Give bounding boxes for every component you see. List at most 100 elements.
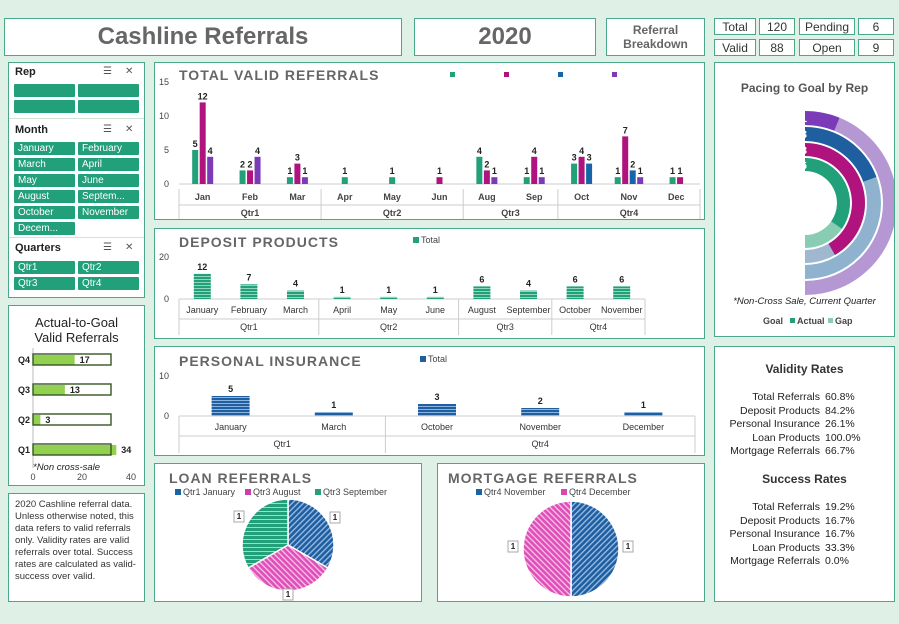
bar	[483, 170, 490, 184]
category-label: Q1	[18, 445, 30, 455]
x-tick-label: May	[380, 305, 398, 315]
info-note: 2020 Cashline referral data. Unless othe…	[8, 493, 145, 602]
data-label: 4	[208, 146, 213, 156]
ring-segment	[805, 111, 840, 131]
multi-select-icon[interactable]: ☰	[103, 66, 112, 77]
bar	[380, 296, 398, 299]
month-item-november[interactable]: November	[78, 206, 139, 219]
success-rate-row: Total Referrals 19.2%	[715, 501, 894, 514]
ring-label: 8	[801, 145, 807, 157]
bar	[207, 156, 214, 184]
personal-insurance-panel: PERSONAL INSURANCE 0 10 Total 5 January 1 Marc…	[154, 346, 705, 456]
legend-label: Total	[428, 354, 447, 364]
pie-slice	[287, 498, 335, 570]
deposit-title: DEPOSIT PRODUCTS	[179, 234, 339, 250]
data-label: 1	[390, 166, 395, 176]
validity-rate-value: 60.8%	[825, 391, 855, 403]
open-value: 9	[858, 39, 894, 56]
data-label: 6	[573, 274, 578, 284]
x-tick-label: Dec	[668, 192, 685, 202]
data-label: 2	[538, 396, 543, 406]
x-tick-label: 0	[30, 472, 35, 482]
goal-outline	[32, 443, 112, 456]
month-item-september[interactable]: Septem...	[78, 190, 139, 203]
legend-marker	[476, 489, 482, 495]
x-tick-label: May	[383, 192, 401, 202]
data-label: 6	[479, 274, 484, 284]
multi-select-icon[interactable]: ☰	[103, 124, 112, 135]
ring-label: 1	[801, 113, 807, 125]
month-item-august[interactable]: August	[14, 190, 75, 203]
legend-label: Qtr1 January	[183, 487, 236, 497]
clear-filter-icon[interactable]: ✕	[125, 242, 134, 253]
bar	[624, 412, 663, 416]
quarter-item-qtr2[interactable]: Qtr2	[78, 261, 139, 274]
month-item-february[interactable]: February	[78, 142, 139, 155]
month-item-may[interactable]: May	[14, 174, 75, 187]
mortgage-chart: 1 1 Qtr4 November Qtr4 December	[476, 487, 634, 598]
validity-rate-label: Mortgage Referrals	[730, 445, 820, 458]
clear-filter-icon[interactable]: ✕	[125, 124, 134, 135]
data-label: 17	[80, 355, 90, 365]
slice-label-box	[329, 511, 341, 524]
goal-outline	[32, 353, 112, 366]
y-tick-label: 0	[164, 411, 169, 421]
data-label: 1	[678, 166, 683, 176]
insurance-title: PERSONAL INSURANCE	[179, 353, 362, 369]
ring-segment	[805, 127, 877, 182]
quarter-label: Qtr1	[273, 439, 291, 449]
quarter-item-qtr4[interactable]: Qtr4	[78, 277, 139, 290]
success-rate-label: Mortgage Referrals	[730, 555, 820, 568]
rep-item[interactable]	[14, 100, 75, 113]
quarter-item-qtr3[interactable]: Qtr3	[14, 277, 75, 290]
month-item-april[interactable]: April	[78, 158, 139, 171]
data-label: 12	[198, 91, 208, 101]
bar	[629, 170, 636, 184]
legend-marker	[420, 356, 426, 362]
bar	[520, 290, 537, 299]
slice-label: 1	[286, 590, 291, 599]
data-label: 1	[342, 166, 347, 176]
validity-rate-value: 26.1%	[825, 418, 855, 431]
category-label: Q4	[18, 355, 30, 365]
data-label: 1	[638, 166, 643, 176]
actual-bar	[33, 355, 75, 365]
x-tick-label: 20	[77, 472, 87, 482]
bar	[199, 102, 206, 184]
success-rate-value: 19.2%	[825, 501, 855, 513]
month-item-january[interactable]: January	[14, 142, 75, 155]
month-item-june[interactable]: June	[78, 174, 139, 187]
x-tick-label: February	[231, 305, 268, 315]
quarter-item-qtr1[interactable]: Qtr1	[14, 261, 75, 274]
legend-label: Goal	[763, 316, 783, 326]
legend-marker	[315, 489, 321, 495]
validity-rate-label: Deposit Products	[740, 404, 820, 417]
validity-rate-value: 84.2%	[825, 404, 855, 417]
insurance-chart: 0 10 Total 5 January 1 March 3 October 2 November 1…	[159, 354, 696, 453]
bar	[341, 177, 348, 184]
quarter-label: Qtr4	[590, 322, 608, 332]
rep-item[interactable]	[14, 84, 75, 97]
success-rate-row: Mortgage Referrals 0.0%	[715, 555, 894, 568]
data-label: 3	[295, 153, 300, 163]
ring-segment	[805, 143, 865, 255]
clear-filter-icon[interactable]: ✕	[125, 66, 134, 77]
bar	[211, 396, 250, 416]
legend-marker	[828, 318, 833, 323]
month-item-march[interactable]: March	[14, 158, 75, 171]
validity-rate-row: Personal Insurance 26.1%	[715, 418, 894, 431]
rep-slicer-title: Rep	[15, 66, 36, 78]
bar	[476, 156, 483, 184]
bar	[247, 170, 254, 184]
data-label: 1	[340, 285, 345, 295]
data-label: 3	[45, 415, 50, 425]
rep-item[interactable]	[78, 100, 139, 113]
month-item-december[interactable]: Decem...	[14, 222, 75, 235]
bar	[531, 156, 538, 184]
multi-select-icon[interactable]: ☰	[103, 242, 112, 253]
month-item-october[interactable]: October	[14, 206, 75, 219]
data-label: 7	[246, 272, 251, 282]
rep-item[interactable]	[78, 84, 139, 97]
validity-rate-label: Personal Insurance	[729, 418, 820, 431]
